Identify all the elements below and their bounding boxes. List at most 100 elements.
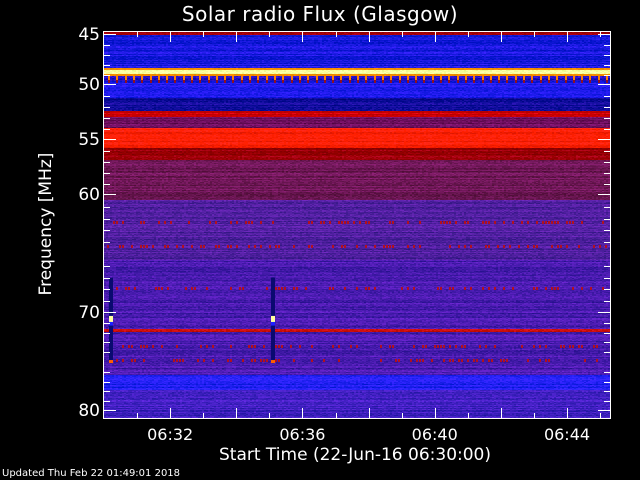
- y-minor-tick: [104, 184, 110, 185]
- y-minor-tick: [604, 242, 610, 244]
- y-tick-label: 45: [78, 25, 100, 45]
- x-tick-mark: [401, 413, 403, 418]
- x-tick-mark: [500, 408, 502, 418]
- y-minor-tick: [604, 173, 610, 174]
- y-minor-tick: [604, 289, 610, 291]
- x-tick-mark: [203, 413, 205, 418]
- updated-timestamp: Updated Thu Feb 22 01:49:01 2018: [2, 468, 181, 479]
- y-minor-tick: [104, 75, 110, 76]
- y-minor-tick: [604, 277, 610, 279]
- x-tick-mark: [467, 413, 469, 418]
- y-minor-tick: [104, 301, 110, 303]
- y-minor-tick: [604, 206, 610, 208]
- y-tick-label: 60: [78, 185, 100, 205]
- y-minor-tick: [604, 371, 610, 373]
- y-minor-tick: [604, 381, 610, 383]
- y-tick-mark: [104, 34, 116, 35]
- y-minor-tick: [104, 151, 110, 152]
- y-tick-mark: [598, 34, 610, 35]
- y-minor-tick: [104, 381, 110, 383]
- y-minor-tick: [104, 96, 110, 97]
- x-tick-label: 06:40: [411, 425, 458, 444]
- x-tick-mark: [335, 32, 337, 37]
- x-tick-label: 06:36: [279, 425, 326, 444]
- y-tick-mark: [104, 194, 116, 195]
- y-minor-tick: [604, 230, 610, 232]
- x-tick-mark: [170, 32, 172, 42]
- y-minor-tick: [604, 401, 610, 403]
- y-minor-tick: [604, 391, 610, 393]
- y-minor-tick: [104, 129, 110, 130]
- y-minor-tick: [104, 107, 110, 108]
- y-minor-tick: [604, 218, 610, 220]
- x-tick-mark: [567, 32, 568, 42]
- x-tick-mark: [533, 413, 535, 418]
- y-tick-mark: [104, 84, 116, 85]
- x-tick-label: 06:32: [147, 425, 194, 444]
- y-minor-tick: [104, 45, 110, 46]
- y-tick-label: 70: [78, 303, 100, 323]
- y-minor-tick: [104, 342, 110, 344]
- x-tick-mark: [368, 408, 370, 418]
- x-tick-mark: [137, 32, 139, 37]
- y-minor-tick: [104, 277, 110, 279]
- y-minor-tick: [604, 65, 610, 66]
- y-minor-tick: [604, 45, 610, 46]
- y-minor-tick: [104, 265, 110, 267]
- x-tick-mark: [302, 32, 304, 42]
- x-tick-mark: [302, 408, 304, 418]
- y-minor-tick: [604, 129, 610, 130]
- chart-title: Solar radio Flux (Glasgow): [181, 2, 459, 26]
- y-minor-tick: [604, 107, 610, 108]
- y-minor-tick: [104, 322, 110, 324]
- x-tick-mark: [533, 32, 535, 37]
- y-tick-mark: [598, 410, 610, 411]
- x-tick-mark: [203, 32, 205, 37]
- x-tick-mark: [567, 408, 568, 418]
- y-minor-tick: [104, 230, 110, 232]
- x-tick-mark: [600, 32, 602, 37]
- y-minor-tick: [104, 65, 110, 66]
- y-minor-tick: [604, 352, 610, 354]
- y-minor-tick: [604, 55, 610, 56]
- x-tick-mark: [137, 413, 139, 418]
- y-minor-tick: [104, 391, 110, 393]
- x-tick-mark: [401, 32, 403, 37]
- x-tick-mark: [434, 408, 436, 418]
- y-minor-tick: [104, 332, 110, 334]
- y-axis-label: Frequency [MHz]: [36, 152, 56, 296]
- y-minor-tick: [604, 162, 610, 163]
- y-minor-tick: [104, 218, 110, 220]
- x-tick-mark: [600, 413, 602, 418]
- spectrogram-heatmap: [104, 32, 610, 418]
- y-minor-tick: [104, 118, 110, 119]
- y-minor-tick: [104, 206, 110, 208]
- y-minor-tick: [104, 401, 110, 403]
- y-tick-mark: [598, 312, 610, 313]
- x-tick-mark: [368, 32, 370, 42]
- x-tick-mark: [467, 32, 469, 37]
- y-minor-tick: [104, 289, 110, 291]
- y-minor-tick: [604, 322, 610, 324]
- x-tick-mark: [335, 413, 337, 418]
- y-minor-tick: [604, 118, 610, 119]
- y-minor-tick: [604, 96, 610, 97]
- y-minor-tick: [104, 173, 110, 174]
- y-minor-tick: [604, 342, 610, 344]
- y-tick-mark: [598, 139, 610, 140]
- x-tick-label: 06:44: [543, 425, 591, 444]
- x-tick-mark: [170, 408, 172, 418]
- y-minor-tick: [104, 242, 110, 244]
- y-tick-mark: [598, 194, 610, 195]
- y-tick-label: 50: [78, 75, 100, 95]
- y-minor-tick: [604, 75, 610, 76]
- y-minor-tick: [604, 301, 610, 303]
- y-minor-tick: [604, 332, 610, 334]
- x-axis-label: Start Time (22-Jun-16 06:30:00): [219, 445, 491, 465]
- y-tick-mark: [104, 312, 116, 313]
- y-tick-mark: [598, 84, 610, 85]
- y-tick-mark: [104, 410, 116, 411]
- x-tick-mark: [269, 413, 271, 418]
- y-minor-tick: [104, 55, 110, 56]
- y-minor-tick: [604, 265, 610, 267]
